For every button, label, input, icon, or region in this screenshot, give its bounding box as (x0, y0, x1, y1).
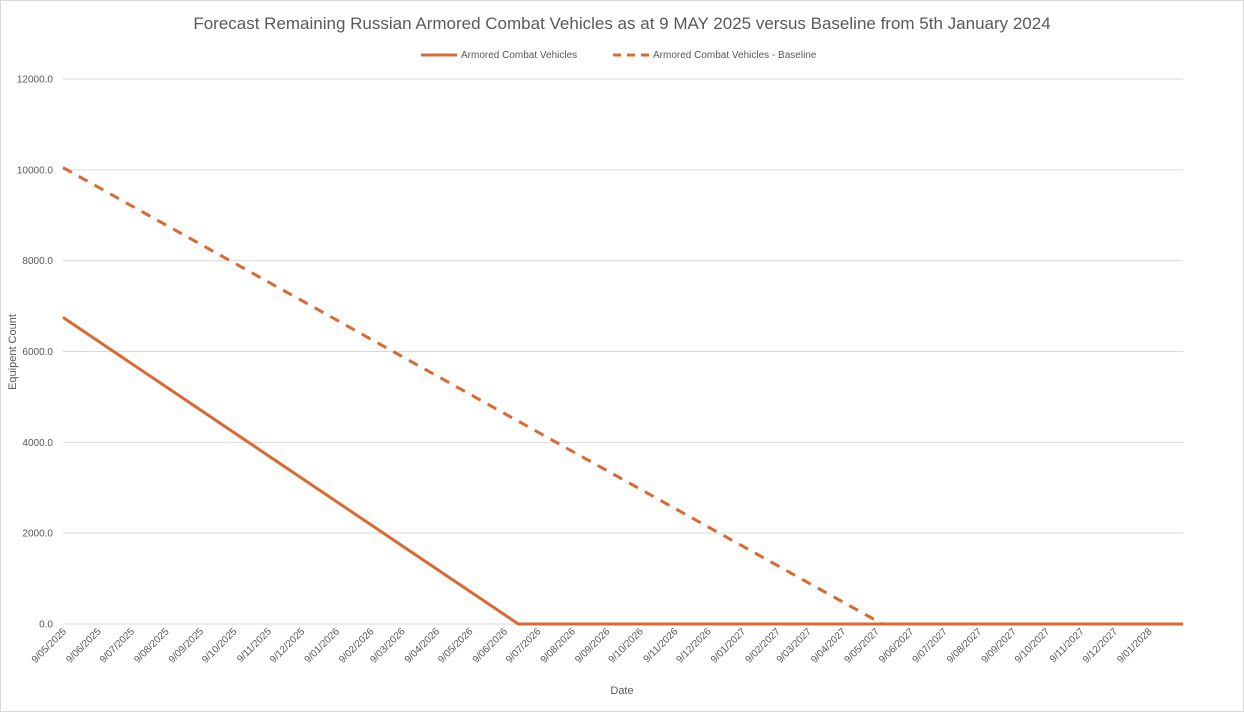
legend: Armored Combat Vehicles Armored Combat V… (421, 50, 817, 61)
y-tick-label: 8000.0 (22, 256, 53, 267)
x-tick-label: 9/01/2027 (709, 626, 749, 666)
x-tick-label: 9/04/2026 (403, 626, 443, 666)
gridlines (63, 78, 1183, 625)
x-tick-label: 9/01/2028 (1115, 626, 1155, 666)
y-tick-label: 4000.0 (22, 438, 53, 449)
x-tick-label: 9/03/2026 (368, 626, 408, 666)
y-axis-ticks: 0.0 2000.0 4000.0 6000.0 8000.0 10000.0 12000.… (17, 75, 54, 631)
y-tick-label: 2000.0 (22, 529, 53, 540)
series-layer (62, 166, 1183, 626)
x-tick-label: 9/05/2025 (30, 626, 70, 666)
x-tick-label: 9/05/2027 (843, 626, 883, 666)
x-tick-label: 9/07/2025 (98, 626, 138, 666)
y-axis-title: Equipent Count (7, 314, 19, 390)
series-line-actual (62, 316, 1183, 626)
y-tick-label: 10000.0 (17, 165, 54, 176)
x-tick-label: 9/04/2027 (809, 626, 849, 666)
x-tick-label: 9/09/2027 (980, 626, 1020, 666)
y-tick-label: 0.0 (39, 620, 53, 631)
y-tick-label: 12000.0 (17, 75, 54, 86)
x-tick-label: 9/10/2025 (200, 626, 240, 666)
x-tick-label: 9/08/2027 (945, 626, 985, 666)
x-tick-label: 9/01/2026 (303, 626, 343, 666)
x-tick-label: 9/08/2025 (132, 626, 172, 666)
x-tick-label: 9/07/2026 (504, 626, 544, 666)
x-tick-label: 9/06/2027 (877, 626, 917, 666)
x-tick-label: 9/05/2026 (436, 626, 476, 666)
chart-title: Forecast Remaining Russian Armored Comba… (193, 14, 1050, 33)
series-line-baseline (62, 166, 884, 626)
x-tick-label: 9/10/2026 (607, 626, 647, 666)
legend-label-actual: Armored Combat Vehicles (461, 50, 577, 61)
x-tick-label: 9/12/2027 (1081, 626, 1121, 666)
x-tick-label: 9/10/2027 (1013, 626, 1053, 666)
y-tick-label: 6000.0 (22, 347, 53, 358)
x-axis-ticks: 9/05/20259/06/20259/07/20259/08/20259/09… (30, 626, 1155, 666)
x-tick-label: 9/07/2027 (911, 626, 951, 666)
x-tick-label: 9/09/2026 (573, 626, 613, 666)
x-tick-label: 9/06/2025 (64, 626, 104, 666)
legend-label-baseline: Armored Combat Vehicles - Baseline (653, 50, 817, 61)
x-tick-label: 9/08/2026 (539, 626, 579, 666)
x-tick-label: 9/12/2026 (674, 626, 714, 666)
x-tick-label: 9/09/2025 (167, 626, 207, 666)
x-axis-title: Date (610, 685, 633, 697)
x-tick-label: 9/03/2027 (775, 626, 815, 666)
x-tick-label: 9/12/2025 (268, 626, 308, 666)
x-tick-label: 9/06/2026 (471, 626, 511, 666)
